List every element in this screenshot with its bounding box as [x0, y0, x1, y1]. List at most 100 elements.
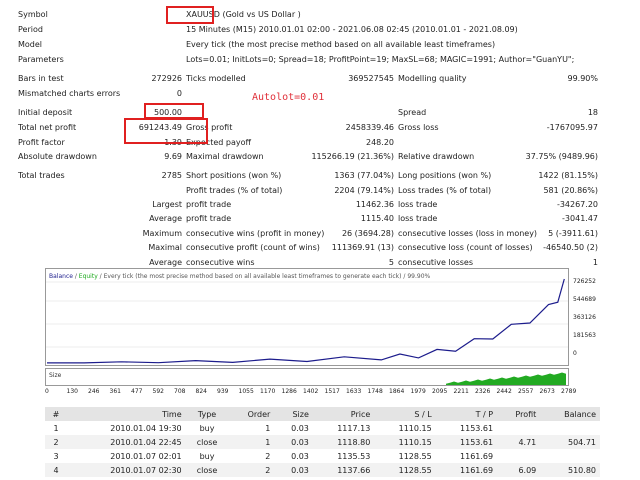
short-label: Short positions (won %) [186, 171, 282, 180]
max-consec-wins-value: 26 (3694.28) [341, 229, 394, 238]
avg-consec-losses-label: consecutive losses [398, 258, 474, 267]
table-row[interactable]: 2 2010.01.04 22:45 close 1 0.03 1118.80 1110.1… [45, 435, 600, 449]
column-header[interactable]: Price [312, 407, 375, 421]
reldd-label: Relative drawdown [398, 152, 475, 161]
x-tick-label: 2211 [453, 388, 469, 395]
table-cell: 1153.61 [435, 435, 498, 449]
table-cell: 2 [265, 451, 271, 461]
x-tick-label: 2326 [475, 388, 491, 395]
deposit-highlight-box [144, 103, 204, 119]
mismatch-value: 0 [176, 89, 182, 98]
grossloss-label: Gross loss [398, 123, 439, 132]
column-header[interactable]: Profit [497, 407, 541, 421]
x-tick-label: 1170 [260, 388, 276, 395]
table-cell: 1128.55 [398, 451, 432, 461]
y-tick-label: 726252 [573, 278, 596, 285]
netprofit-highlight-box [124, 118, 208, 144]
size-chart-svg: Size [49, 372, 566, 385]
average-profit-label: profit trade [186, 214, 232, 223]
table-cell [497, 421, 540, 435]
pf-label: Profit factor [18, 138, 65, 147]
table-cell: 1161.69 [435, 463, 498, 477]
x-tick-label: 708 [174, 388, 186, 395]
x-tick-label: 361 [109, 388, 121, 395]
column-header[interactable]: T / P [435, 407, 498, 421]
deposit-label: Initial deposit [18, 108, 73, 117]
maximum-label: Maximum [142, 229, 182, 238]
y-axis: 726252 544689 363126 181563 0 [571, 268, 601, 366]
table-cell: 1137.66 [312, 463, 375, 477]
table-cell: 0.03 [291, 423, 309, 433]
maxdd-value: 115266.19 (21.36%) [311, 152, 394, 161]
table-cell: 1 [265, 423, 271, 433]
table-row[interactable]: 1 2010.01.04 19:30 buy 1 0.03 1117.13 1110.15 1… [45, 421, 600, 435]
table-cell: 2010.01.07 02:30 [66, 463, 186, 477]
max-consec-loss-label: consecutive loss (count of losses) [398, 243, 533, 252]
balance-chart-panel: Balance / Equity / Every tick (the most … [45, 268, 569, 366]
table-cell: 1118.80 [312, 435, 375, 449]
symbol-highlight-box [166, 6, 214, 24]
spread-value: 18 [587, 108, 598, 117]
period-label: Period [18, 25, 43, 34]
average-loss-value: -3041.47 [562, 214, 598, 223]
column-header[interactable]: Order [228, 407, 275, 421]
table-cell: 510.80 [540, 463, 600, 477]
x-tick-label: 2442 [496, 388, 512, 395]
payoff-label: Expected payoff [186, 138, 251, 147]
column-header[interactable]: # [45, 407, 67, 421]
deposit-value: 500.00 [154, 108, 182, 117]
largest-loss-value: -34267.20 [556, 200, 598, 209]
y-tick-label: 363126 [573, 314, 596, 321]
maximal-label: Maximal [148, 243, 182, 252]
table-cell: 2 [228, 463, 275, 477]
table-cell: 1117.13 [337, 423, 371, 433]
average2-label: Average [149, 258, 182, 267]
spread-label: Spread [398, 108, 427, 117]
table-cell: 4.71 [497, 435, 541, 449]
table-cell: 6.09 [497, 463, 541, 477]
size-chart-panel: Size [45, 368, 569, 386]
absdd-label: Absolute drawdown [18, 152, 97, 161]
x-tick-label: 1748 [367, 388, 383, 395]
bars-label: Bars in test [18, 74, 64, 83]
x-tick-label: 2095 [432, 388, 448, 395]
avg-consec-wins-label: consecutive wins [186, 258, 255, 267]
table-cell: 504.71 [540, 435, 600, 449]
table-cell: 1 [53, 423, 59, 433]
quality-label: Modelling quality [398, 74, 467, 83]
average-loss-label: loss trade [398, 214, 438, 223]
column-header[interactable]: Time [66, 407, 186, 421]
table-body: 1 2010.01.04 19:30 buy 1 0.03 1117.13 1110.15 1… [45, 421, 600, 477]
symbol-value: XAUUSD (Gold vs US Dollar ) [186, 10, 301, 19]
grossprofit-label: Gross profit [186, 123, 233, 132]
x-tick-label: 1633 [346, 388, 362, 395]
parameters-label: Parameters [18, 55, 64, 64]
table-cell: close [185, 463, 229, 477]
x-tick-label: 2557 [518, 388, 534, 395]
legend-description: / Every tick (the most precise method ba… [98, 273, 431, 280]
x-tick-label: 1055 [238, 388, 254, 395]
symbol-label: Symbol [18, 10, 48, 19]
table-row[interactable]: 3 2010.01.07 02:01 buy 2 0.03 1135.53 1128.55 1… [45, 449, 600, 463]
column-header[interactable]: Type [185, 407, 229, 421]
column-header[interactable]: Size [274, 407, 313, 421]
strategy-tester-report: Symbol XAUUSD (Gold vs US Dollar ) Perio… [18, 6, 598, 267]
column-header[interactable]: Balance [540, 407, 600, 421]
table-cell: 2010.01.04 19:30 [110, 423, 182, 433]
table-row[interactable]: 4 2010.01.07 02:30 close 2 0.03 1137.66 1128.5… [45, 463, 600, 477]
table-cell: 1128.55 [374, 463, 436, 477]
model-label: Model [18, 40, 43, 49]
x-tick-label: 824 [195, 388, 207, 395]
table-cell: 2010.01.04 22:45 [66, 435, 186, 449]
model-value: Every tick (the most precise method base… [186, 40, 496, 49]
table-cell: 2010.01.07 02:01 [110, 451, 182, 461]
bars-value: 272926 [151, 74, 182, 83]
column-header[interactable]: S / L [374, 407, 436, 421]
table-cell [540, 421, 600, 435]
trades-label: Total trades [18, 171, 65, 180]
table-cell: 2 [45, 435, 67, 449]
legend-equity: Equity [79, 273, 98, 280]
largest-profit-value: 11462.36 [355, 200, 394, 209]
